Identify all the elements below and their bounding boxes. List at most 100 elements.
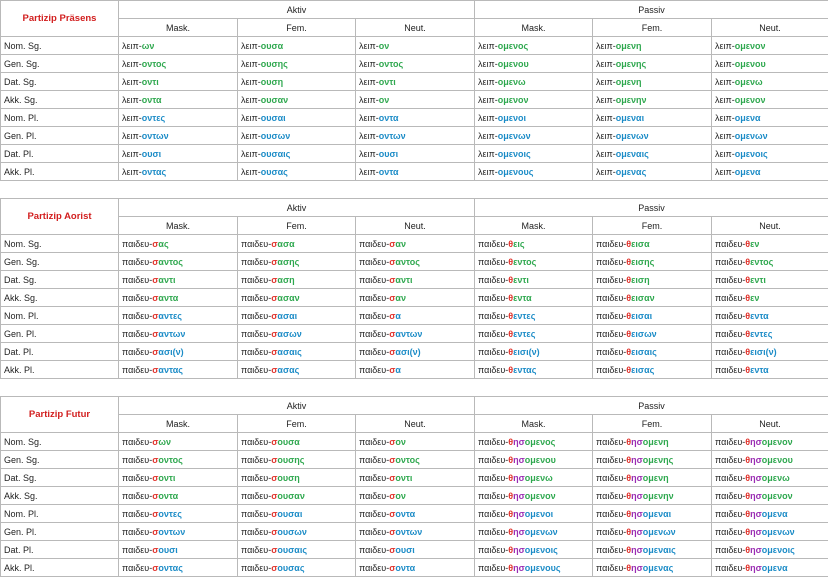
form-cell: παιδευ-θεντι [474, 270, 594, 289]
form-segment: παιδευ- [715, 292, 746, 303]
form-cell: παιδευ-θησομενοις [711, 540, 828, 559]
form-segment: σ [271, 292, 278, 303]
form-segment: ουση [277, 472, 300, 483]
form-cell: λειπ-ομενην [592, 90, 713, 109]
table-row: Dat. Sg. λειπ-οντι λειπ-ουση λειπ-οντι λειπ-… [0, 72, 828, 91]
form-cell: λειπ-ομενοις [711, 144, 828, 163]
form-cell: λειπ-οντα [118, 90, 238, 109]
form-cell: λειπ-οντες [118, 108, 238, 127]
form-segment: παιδευ- [122, 472, 153, 483]
table-row: Nom. Sg. παιδευ-σων παιδευ-σουσα παιδευ-σον… [0, 432, 828, 451]
form-cell: παιδευ-σαντας [118, 360, 238, 379]
form-segment: θ [508, 346, 514, 357]
form-segment: λειπ- [478, 130, 498, 141]
form-segment: λειπ- [241, 148, 261, 159]
form-segment: θ [626, 238, 632, 249]
passiv-header: Passiv [474, 198, 828, 217]
form-segment: εισης [631, 256, 655, 267]
form-segment: εντες [513, 328, 536, 339]
form-segment: οντα [378, 166, 399, 177]
form-cell: λειπ-ομενου [474, 54, 594, 73]
form-segment: ουσαν [277, 490, 305, 501]
form-segment: λειπ- [241, 40, 261, 51]
row-label: Nom. Sg. [0, 36, 119, 55]
form-segment: παιδευ- [359, 364, 390, 375]
form-cell: λειπ-ων [118, 36, 238, 55]
form-segment: σ [152, 238, 159, 249]
table-row: Gen. Sg. παιδευ-σαντος παιδευ-σασης παιδευ-… [0, 252, 828, 271]
form-segment: παιδευ- [241, 238, 272, 249]
form-segment: παιδευ- [596, 526, 627, 537]
partizip-aorist-table: Partizip Aorist Aktiv Passiv Mask. Fem. Neut.… [0, 198, 828, 379]
form-segment: παιδευ- [715, 436, 746, 447]
form-segment: εντα [513, 292, 532, 303]
form-cell: λειπ-ουσης [237, 54, 356, 73]
form-segment: παιδευ- [122, 346, 153, 357]
form-segment: θ [508, 562, 514, 573]
form-cell: λειπ-οντων [118, 126, 238, 145]
form-segment: αντι [395, 274, 413, 285]
mask-column-header: Mask. [474, 414, 594, 433]
form-segment: ων [141, 40, 155, 51]
form-segment: ουσων [277, 526, 307, 537]
form-segment: ουσα [277, 436, 300, 447]
form-segment: λειπ- [478, 58, 498, 69]
form-cell: παιδευ-θεισαν [592, 288, 713, 307]
form-segment: θ [745, 328, 751, 339]
form-segment: θ [508, 256, 514, 267]
form-segment: ησ [750, 508, 762, 519]
form-segment: θ [626, 328, 632, 339]
form-segment: οντων [395, 526, 423, 537]
form-cell: παιδευ-θεισι(ν) [711, 342, 828, 361]
form-cell: παιδευ-θεντος [474, 252, 594, 271]
form-segment: σ [389, 454, 396, 465]
fem-column-header: Fem. [592, 414, 713, 433]
row-label: Akk. Sg. [0, 90, 119, 109]
form-cell: παιδευ-θειση [592, 270, 713, 289]
table-row: Akk. Sg. λειπ-οντα λειπ-ουσαν λειπ-ον λειπ-ο… [0, 90, 828, 109]
form-cell: παιδευ-σασαις [237, 342, 356, 361]
form-cell: παιδευ-θησομενη [592, 468, 713, 487]
form-segment: παιδευ- [596, 238, 627, 249]
form-segment: ας [158, 238, 169, 249]
table-title: Partizip Futur [0, 396, 119, 433]
form-cell: λειπ-ομεναις [592, 144, 713, 163]
form-segment: ησ [631, 472, 643, 483]
form-segment: θ [745, 526, 751, 537]
form-cell: λειπ-ομενα [711, 108, 828, 127]
form-segment: λειπ- [359, 76, 379, 87]
form-segment: ομενον [497, 94, 529, 105]
form-cell: λειπ-ουσαν [237, 90, 356, 109]
form-segment: ομενων [761, 526, 795, 537]
form-cell: παιδευ-σοντι [354, 468, 476, 487]
form-segment: παιδευ- [596, 472, 627, 483]
form-segment: ομενας [615, 166, 647, 177]
row-label: Akk. Sg. [0, 486, 119, 505]
form-segment: λειπ- [122, 166, 142, 177]
form-segment: θ [626, 562, 632, 573]
form-cell: παιδευ-θεν [711, 288, 828, 307]
form-cell: παιδευ-σοντας [118, 558, 238, 577]
form-cell: παιδευ-θεισης [592, 252, 713, 271]
form-segment: θ [626, 364, 632, 375]
form-segment: παιδευ- [359, 310, 390, 321]
form-cell: παιδευ-σον [354, 486, 476, 505]
form-cell: παιδευ-θεις [474, 234, 594, 253]
fem-column-header: Fem. [237, 18, 356, 37]
form-cell: λειπ-ομενας [592, 162, 713, 181]
form-cell: λειπ-ομενω [711, 72, 828, 91]
form-cell: παιδευ-σαντα [118, 288, 238, 307]
aktiv-header: Aktiv [117, 198, 476, 217]
form-segment: οντες [141, 112, 166, 123]
form-segment: αν [395, 238, 406, 249]
form-segment: ομενος [524, 436, 556, 447]
form-segment: ησ [513, 436, 525, 447]
form-segment: ομενων [615, 130, 649, 141]
form-cell: παιδευ-σαντες [118, 306, 238, 325]
form-segment: λειπ- [596, 112, 616, 123]
form-segment: λειπ- [359, 148, 379, 159]
form-cell: παιδευ-θησομενου [474, 450, 594, 469]
form-segment: ησ [631, 526, 643, 537]
form-segment: οντα [378, 112, 399, 123]
form-cell: παιδευ-θεισας [592, 360, 713, 379]
